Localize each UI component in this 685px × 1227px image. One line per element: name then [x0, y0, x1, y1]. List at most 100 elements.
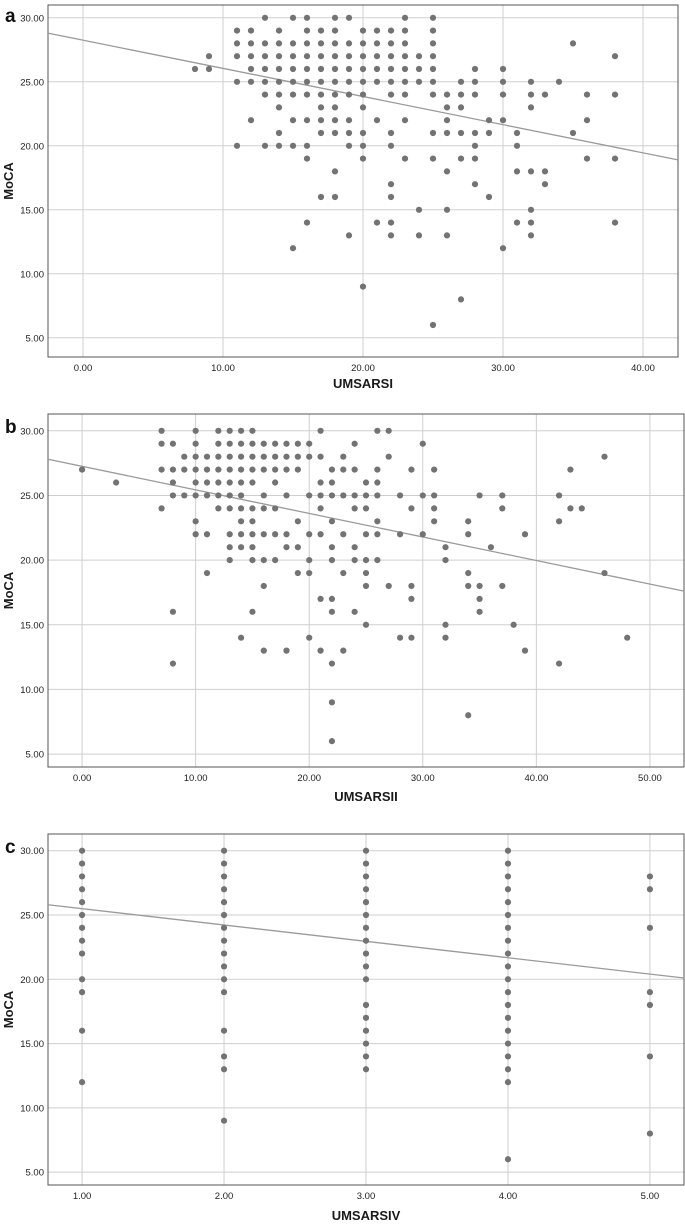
- data-point: [362, 492, 370, 499]
- data-point: [408, 595, 415, 603]
- data-point: [504, 1040, 512, 1047]
- data-point: [415, 78, 423, 85]
- data-point: [275, 53, 283, 60]
- plot-frame: [47, 833, 685, 1186]
- data-point: [345, 65, 353, 73]
- x-axis-title: UMSARSIV: [332, 1208, 401, 1223]
- data-point: [260, 557, 267, 564]
- x-tick-label: 5.00: [641, 1191, 660, 1202]
- data-point: [237, 531, 245, 538]
- data-point: [233, 53, 241, 60]
- data-point: [220, 860, 228, 867]
- data-point: [226, 492, 233, 499]
- data-point: [429, 78, 437, 85]
- data-point: [78, 860, 86, 867]
- y-axis-title: MoCA: [1, 162, 16, 200]
- data-point: [78, 466, 86, 473]
- data-point: [205, 53, 213, 60]
- panel-label: a: [5, 6, 16, 27]
- data-point: [431, 492, 438, 499]
- data-point: [158, 427, 165, 434]
- data-point: [513, 129, 521, 137]
- panel-b: 0.00 10.00 20.00 30.00 40.00 50.00 5.00 10.00 15…: [1, 413, 685, 804]
- data-point: [387, 53, 395, 60]
- data-point: [289, 14, 297, 21]
- data-point: [272, 466, 279, 473]
- data-point: [373, 65, 381, 73]
- data-point: [289, 53, 297, 60]
- data-point: [359, 40, 367, 47]
- data-point: [443, 232, 451, 239]
- data-point: [387, 40, 395, 47]
- y-axis-title: MoCA: [1, 571, 16, 609]
- data-point: [499, 117, 507, 124]
- data-point: [504, 924, 512, 931]
- data-point: [215, 427, 222, 434]
- plot-frame: [47, 413, 685, 768]
- data-point: [78, 911, 86, 919]
- data-point: [429, 129, 437, 137]
- data-point: [527, 104, 535, 111]
- data-point: [499, 492, 506, 499]
- data-point: [471, 91, 479, 98]
- data-point: [345, 232, 353, 239]
- data-point: [272, 440, 279, 447]
- data-point: [192, 492, 199, 499]
- data-point: [192, 518, 199, 525]
- data-point: [275, 78, 283, 85]
- data-point: [237, 634, 245, 641]
- data-point: [408, 582, 415, 590]
- data-point: [504, 860, 512, 867]
- data-point: [215, 505, 222, 512]
- data-point: [275, 27, 283, 34]
- data-point: [359, 142, 367, 149]
- data-point: [362, 569, 370, 577]
- data-point: [289, 78, 297, 85]
- data-point: [362, 1001, 370, 1009]
- data-point: [443, 91, 451, 98]
- data-point: [283, 440, 290, 447]
- data-point: [387, 91, 395, 98]
- data-point: [181, 466, 188, 473]
- data-point: [283, 466, 290, 473]
- data-point: [215, 492, 222, 499]
- data-point: [415, 206, 423, 213]
- data-point: [476, 582, 483, 590]
- data-point: [220, 1117, 228, 1124]
- data-point: [203, 453, 211, 460]
- data-point: [624, 634, 631, 641]
- data-point: [78, 873, 86, 880]
- data-point: [504, 989, 512, 996]
- data-point: [272, 531, 279, 538]
- data-point: [415, 232, 423, 239]
- data-point: [220, 963, 228, 970]
- data-point: [306, 557, 313, 564]
- data-point: [233, 142, 241, 149]
- data-point: [359, 155, 367, 162]
- data-point: [294, 569, 301, 577]
- x-tick-label: 30.00: [491, 363, 515, 374]
- data-point: [249, 440, 256, 447]
- data-point: [485, 117, 493, 124]
- y-tick-label: 25.00: [20, 911, 44, 922]
- x-tick-label: 30.00: [411, 773, 435, 784]
- data-point: [442, 634, 449, 641]
- data-point: [504, 1053, 512, 1060]
- data-point: [78, 950, 86, 957]
- data-point: [442, 621, 449, 628]
- data-point: [351, 492, 358, 499]
- data-point: [78, 1027, 86, 1034]
- data-point: [345, 53, 353, 60]
- data-point: [272, 557, 279, 564]
- data-point: [504, 899, 512, 906]
- data-point: [261, 91, 269, 98]
- data-point: [203, 569, 211, 577]
- y-tick-label: 30.00: [20, 13, 44, 24]
- data-point: [78, 886, 86, 893]
- data-point: [429, 91, 437, 98]
- data-point: [396, 634, 404, 641]
- y-tick-label: 10.00: [20, 269, 44, 280]
- data-point: [583, 91, 591, 98]
- data-point: [203, 479, 211, 486]
